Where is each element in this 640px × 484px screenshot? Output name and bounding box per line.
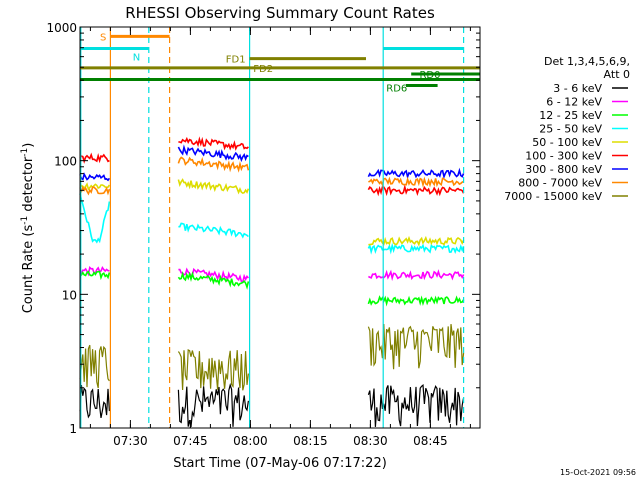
x-tick-label-1: 07:30 bbox=[113, 434, 148, 448]
trace-3-interval-1 bbox=[79, 270, 111, 281]
trace-8 bbox=[79, 156, 464, 196]
trace-7 bbox=[79, 144, 465, 182]
legend-label-7: 300 - 800 keV bbox=[525, 163, 602, 176]
legend-label-8: 800 - 7000 keV bbox=[518, 177, 602, 190]
flag-label-1: S bbox=[100, 32, 106, 43]
x-tick-label-6: 08:45 bbox=[413, 434, 448, 448]
trace-7-interval-3 bbox=[367, 167, 465, 180]
trace-1-interval-1 bbox=[79, 385, 110, 419]
trace-7-interval-2 bbox=[177, 144, 249, 163]
axes-layer: 1 10 100 1000 07:30 07:45 08:00 08:15 08:30 08:45 bbox=[46, 21, 480, 448]
x-tick-label-3: 08:00 bbox=[233, 434, 268, 448]
trace-8-interval-2 bbox=[177, 156, 250, 173]
trace-5-interval-3 bbox=[368, 235, 465, 247]
trace-4-interval-2 bbox=[178, 222, 249, 239]
legend-header-line2: Att 0 bbox=[604, 68, 630, 81]
trace-5-interval-1 bbox=[79, 182, 111, 191]
flag-label-2: N bbox=[133, 53, 140, 64]
trace-9 bbox=[79, 323, 465, 391]
y-tick-label-2: 10 bbox=[62, 288, 77, 302]
trace-1-interval-3 bbox=[367, 384, 465, 427]
trace-9-interval-3 bbox=[367, 323, 465, 370]
trace-6-interval-2 bbox=[178, 136, 249, 151]
trace-9-interval-2 bbox=[177, 349, 249, 391]
legend-label-6: 100 - 300 keV bbox=[525, 150, 602, 163]
x-tick-label-4: 08:15 bbox=[293, 434, 328, 448]
trace-3-interval-3 bbox=[367, 295, 465, 307]
flag-label-4: FD1 bbox=[226, 55, 246, 66]
trace-8-interval-3 bbox=[368, 176, 464, 188]
x-tick-label-5: 08:30 bbox=[353, 434, 388, 448]
traces-layer bbox=[79, 136, 465, 428]
legend-label-1: 3 - 6 keV bbox=[553, 82, 602, 95]
legend-label-9: 7000 - 15000 keV bbox=[504, 190, 602, 203]
trace-4-interval-3 bbox=[367, 242, 465, 255]
flag-bars: S N FD1 FD2 RD0 RD6 bbox=[80, 32, 480, 94]
trace-7-interval-1 bbox=[79, 172, 111, 182]
footer-timestamp: 15-Oct-2021 09:56 bbox=[560, 468, 636, 477]
legend-label-2: 6 - 12 keV bbox=[546, 96, 602, 109]
plot-frame bbox=[79, 26, 481, 429]
trace-6-interval-1 bbox=[79, 152, 110, 164]
chart-title: RHESSI Observing Summary Count Rates bbox=[125, 4, 435, 22]
vertical-markers bbox=[80, 27, 465, 428]
trace-9-interval-1 bbox=[79, 344, 110, 389]
trace-6-interval-3 bbox=[367, 183, 465, 197]
legend-label-3: 12 - 25 keV bbox=[539, 109, 602, 122]
y-tick-label-4: 1000 bbox=[46, 21, 77, 35]
flag-label-6: RD0 bbox=[419, 70, 440, 81]
y-axis-label: Count Rate (s-1 detector-1) bbox=[20, 143, 36, 314]
trace-6 bbox=[79, 136, 465, 197]
x-axis-label: Start Time (07-May-06 07:17:22) bbox=[173, 456, 387, 471]
trace-5 bbox=[79, 178, 465, 247]
y-tick-label-3: 100 bbox=[54, 155, 77, 169]
flag-label-7: RD6 bbox=[386, 83, 407, 94]
legend-header-line1: Det 1,3,4,5,6,9, bbox=[544, 55, 630, 68]
trace-3-interval-2 bbox=[177, 270, 250, 290]
trace-4-interval-1 bbox=[79, 193, 111, 244]
trace-3 bbox=[79, 270, 465, 307]
legend-label-5: 50 - 100 keV bbox=[532, 136, 602, 149]
trace-4 bbox=[79, 193, 465, 255]
flag-label-5: FD2 bbox=[253, 64, 273, 75]
trace-8-interval-1 bbox=[79, 185, 111, 196]
x-tick-label-2: 07:45 bbox=[173, 434, 208, 448]
trace-5-interval-2 bbox=[177, 178, 250, 195]
y-tick-label-1: 1 bbox=[69, 422, 77, 436]
trace-2-interval-3 bbox=[368, 269, 465, 282]
legend-label-4: 25 - 50 keV bbox=[539, 123, 602, 136]
